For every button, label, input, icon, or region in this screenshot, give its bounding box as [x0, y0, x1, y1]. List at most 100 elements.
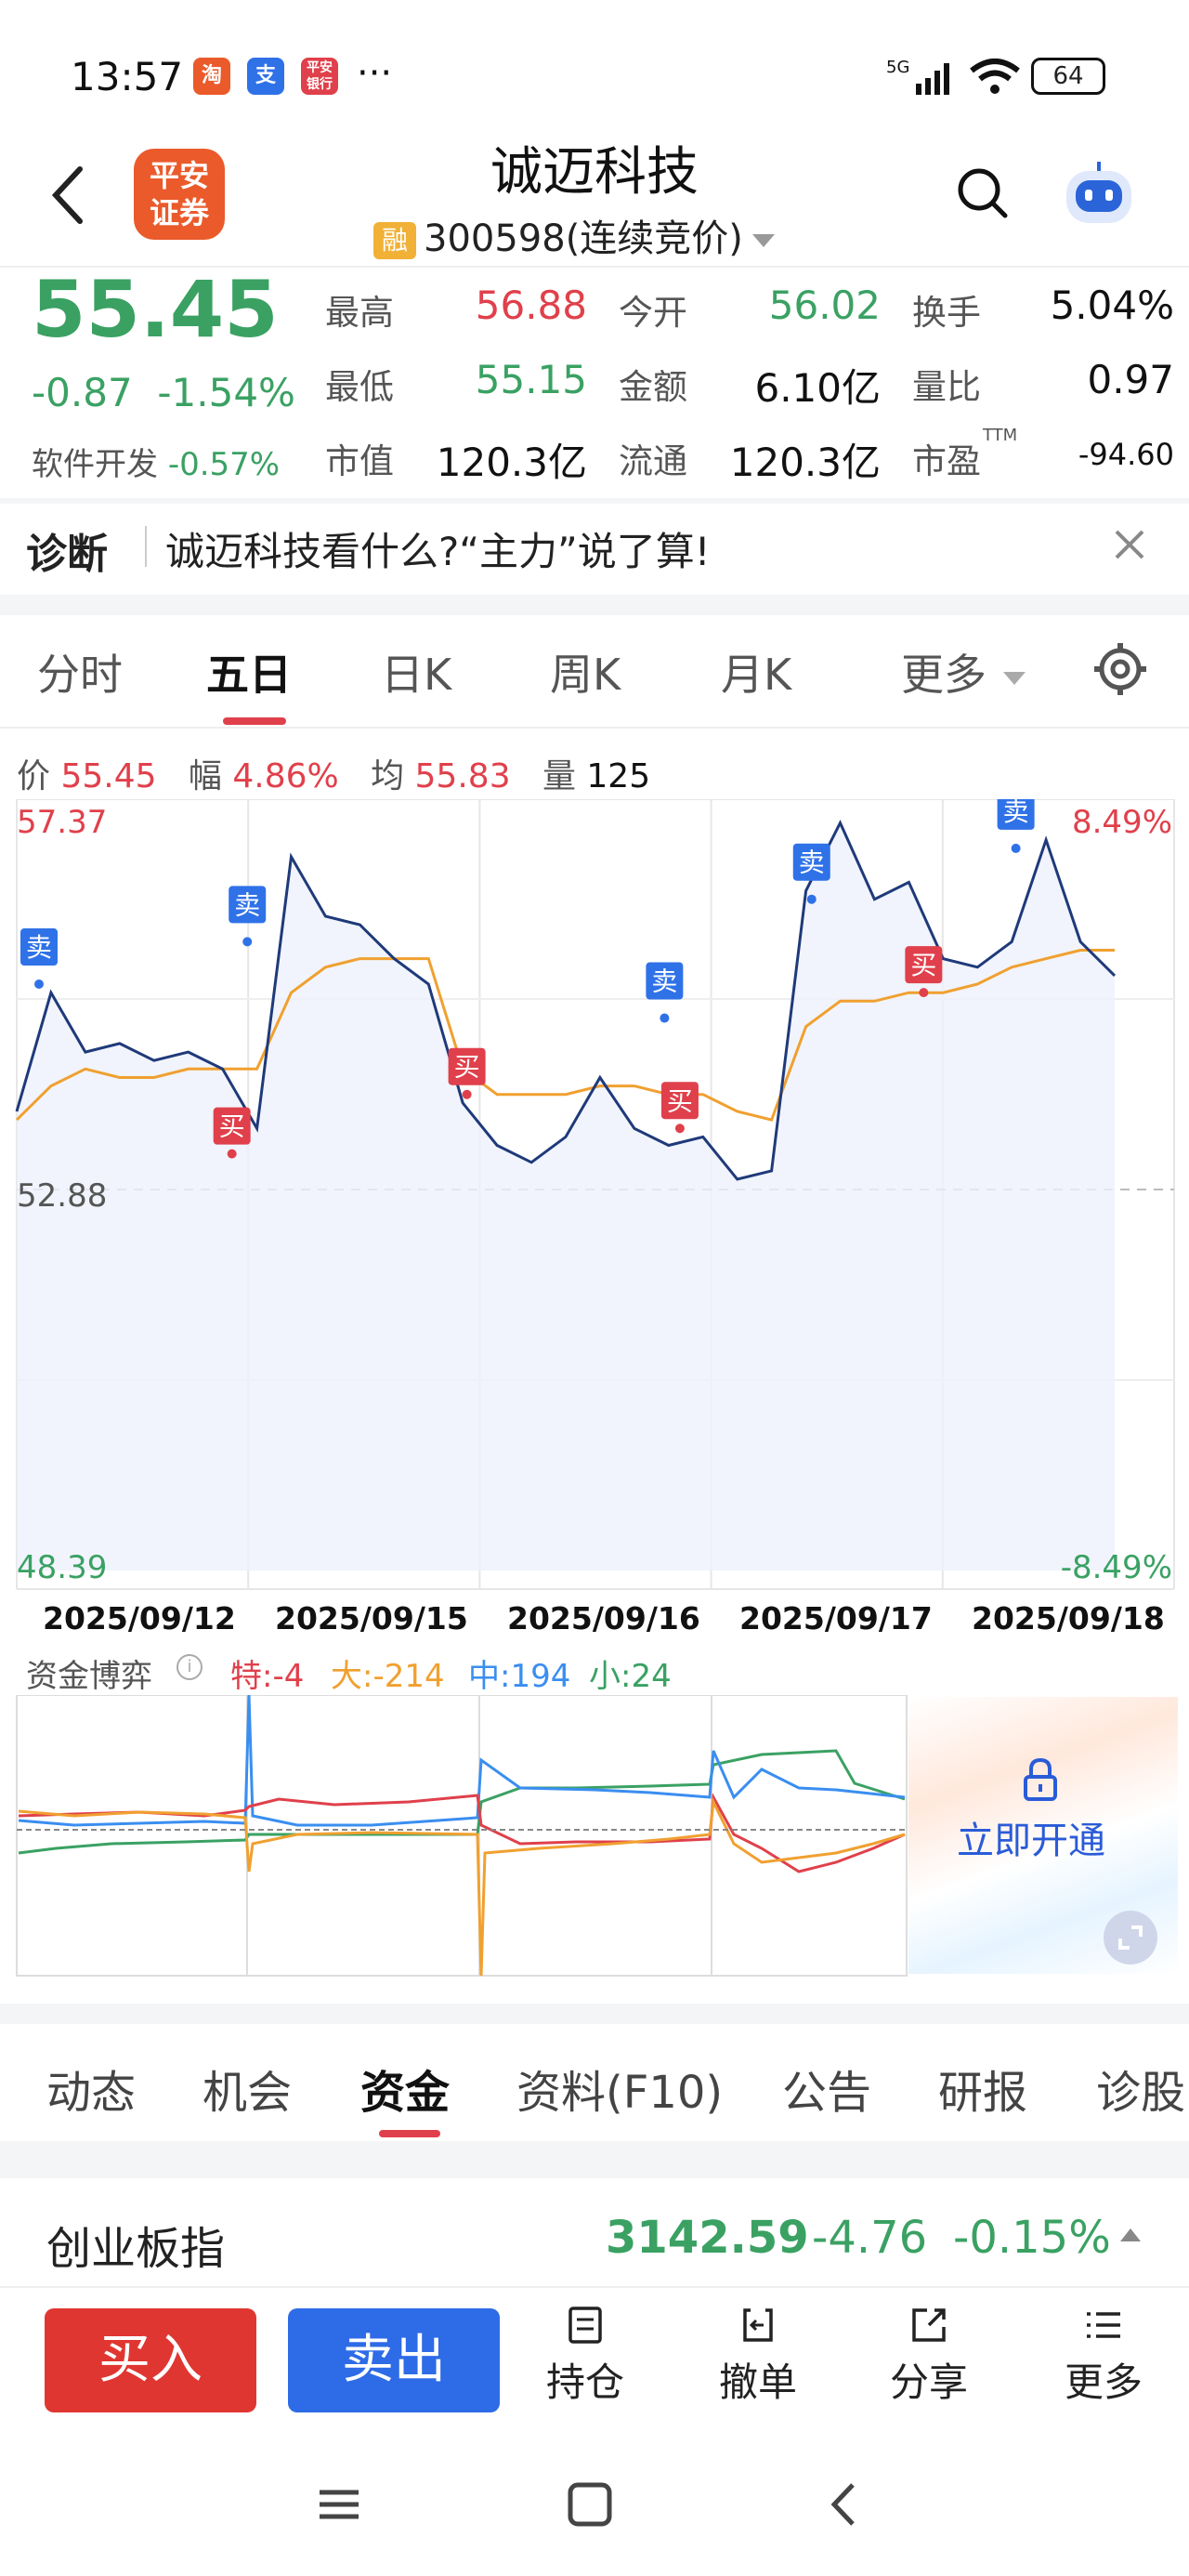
network-type-label: 5G: [886, 58, 909, 77]
back-triangle-icon: [830, 2483, 855, 2526]
tab-announcements[interactable]: 公告: [782, 2067, 872, 2119]
stat-value: 55.15: [475, 357, 587, 402]
undo-order-icon: [743, 2308, 773, 2342]
trade-marker-label: 卖: [234, 889, 260, 920]
tab-daily-k[interactable]: 日K: [381, 650, 452, 700]
tab-f10[interactable]: 资料(F10): [516, 2067, 724, 2119]
stat-label: 金额: [619, 367, 687, 407]
stat-label: 最高: [325, 293, 394, 333]
trade-marker-label: 买: [219, 1111, 245, 1142]
search-icon: [958, 168, 1008, 218]
dropdown-caret-icon: [751, 234, 775, 247]
tab-more[interactable]: 更多: [901, 641, 1026, 703]
trade-marker-label: 卖: [1003, 799, 1029, 827]
sell-marker: 卖: [20, 928, 58, 990]
stat-value: 120.3亿: [436, 440, 587, 485]
info-icon[interactable]: i: [176, 1654, 203, 1680]
pingan-securities-logo: 平安 证券: [134, 149, 225, 240]
trade-marker-label: 卖: [799, 848, 825, 878]
tab-research[interactable]: 研报: [938, 2067, 1028, 2119]
chart-legend: 价 55.45 幅 4.86% 均 55.83 量 125: [17, 757, 651, 795]
bottom-active-indicator: [379, 2130, 440, 2137]
sell-marker: 卖: [646, 962, 684, 1023]
search-button[interactable]: [953, 164, 1013, 227]
stock-code: 300598(连续竞价): [424, 217, 743, 260]
battery-level: 64: [1052, 62, 1084, 90]
tab-intraday[interactable]: 分时: [37, 650, 123, 700]
index-value: 3142.59: [606, 2212, 809, 2264]
stat-value: 6.10亿: [754, 365, 881, 411]
sell-marker: 卖: [792, 843, 830, 904]
margin-badge: 融: [373, 222, 416, 259]
stat-value: 120.3亿: [729, 440, 881, 485]
ai-assistant-button[interactable]: [1059, 158, 1139, 236]
current-price: 55.45: [32, 264, 279, 355]
cancel-order-button[interactable]: 撤单: [702, 2305, 814, 2408]
document-icon: [568, 2307, 602, 2344]
stat-value: 5.04%: [1050, 283, 1174, 328]
stat-label: 换手: [912, 293, 981, 333]
stat-label: 市值: [325, 441, 394, 481]
price-change: -0.87 -1.54%: [32, 370, 295, 415]
diagnosis-label: 诊断: [26, 531, 108, 578]
trade-marker-label: 买: [910, 950, 936, 980]
expand-button[interactable]: [1104, 1911, 1157, 1965]
sell-button[interactable]: 卖出: [288, 2308, 500, 2412]
stat-value: 56.02: [768, 283, 881, 328]
trade-marker-label: 买: [667, 1085, 693, 1116]
ttm-superscript: TTM: [983, 426, 1018, 445]
stock-code-selector[interactable]: 融 300598(连续竞价): [373, 208, 775, 262]
stat-label: 最低: [325, 367, 394, 407]
taobao-icon: 淘: [193, 58, 230, 95]
stat-label: 量比: [912, 367, 981, 407]
index-name[interactable]: 创业板指: [46, 2223, 226, 2275]
buy-button[interactable]: 买入: [45, 2308, 256, 2412]
share-button[interactable]: 分享: [873, 2305, 985, 2408]
signal-icon: 5G: [884, 56, 959, 100]
fund-flow-chart: [16, 1695, 908, 1977]
more-actions-button[interactable]: 更多: [1048, 2305, 1159, 2408]
sector-info[interactable]: 软件开发 -0.57%: [32, 446, 281, 483]
index-pct: -0.15%: [953, 2212, 1111, 2264]
date-label: 2025/09/15: [275, 1600, 468, 1636]
tab-diagnose[interactable]: 诊股: [1096, 2067, 1186, 2119]
home-square-icon: [568, 2482, 612, 2527]
close-diagnosis-button[interactable]: [1111, 522, 1148, 574]
tab-news[interactable]: 动态: [46, 2067, 137, 2119]
more-notifications-icon: ···: [357, 52, 393, 95]
holdings-button[interactable]: 持仓: [529, 2305, 641, 2408]
chevron-left-icon: [51, 166, 83, 224]
system-home-button[interactable]: [567, 2481, 613, 2531]
trade-marker-label: 买: [454, 1052, 480, 1083]
diagnosis-text[interactable]: 诚迈科技看什么?“主力”说了算!: [165, 529, 711, 574]
buy-marker: 买: [660, 1082, 699, 1134]
menu-icon: [1087, 2312, 1120, 2338]
chart-settings-button[interactable]: [1092, 641, 1148, 701]
fund-game-title: 资金博弈: [26, 1658, 152, 1695]
stat-label: 流通: [619, 441, 687, 481]
tab-monthly-k[interactable]: 月K: [721, 650, 792, 700]
pingan-bank-icon: 平安 银行: [301, 58, 338, 95]
system-menu-button[interactable]: [316, 2481, 362, 2531]
close-icon: [1115, 530, 1144, 559]
buy-marker: 买: [213, 1107, 251, 1159]
tab-weekly-k[interactable]: 周K: [550, 650, 621, 700]
date-label: 2025/09/16: [507, 1600, 700, 1636]
gear-icon: [1094, 643, 1146, 695]
tab-five-day[interactable]: 五日: [206, 650, 292, 700]
tab-opportunity[interactable]: 机会: [203, 2067, 293, 2119]
back-button[interactable]: [45, 158, 91, 232]
stat-value: 56.88: [475, 283, 587, 328]
fund-large: 大:-214: [331, 1658, 445, 1695]
average-price-line: [15, 949, 1115, 1122]
caret-up-icon[interactable]: [1120, 2228, 1141, 2241]
system-back-button[interactable]: [821, 2481, 868, 2531]
price-line: [15, 820, 1117, 1181]
unlock-button[interactable]: 立即开通: [957, 1820, 1105, 1862]
tab-funds[interactable]: 资金: [360, 2067, 451, 2119]
index-change: -4.76: [812, 2212, 928, 2264]
sell-marker: 卖: [997, 799, 1035, 853]
alipay-icon: 支: [247, 58, 284, 95]
